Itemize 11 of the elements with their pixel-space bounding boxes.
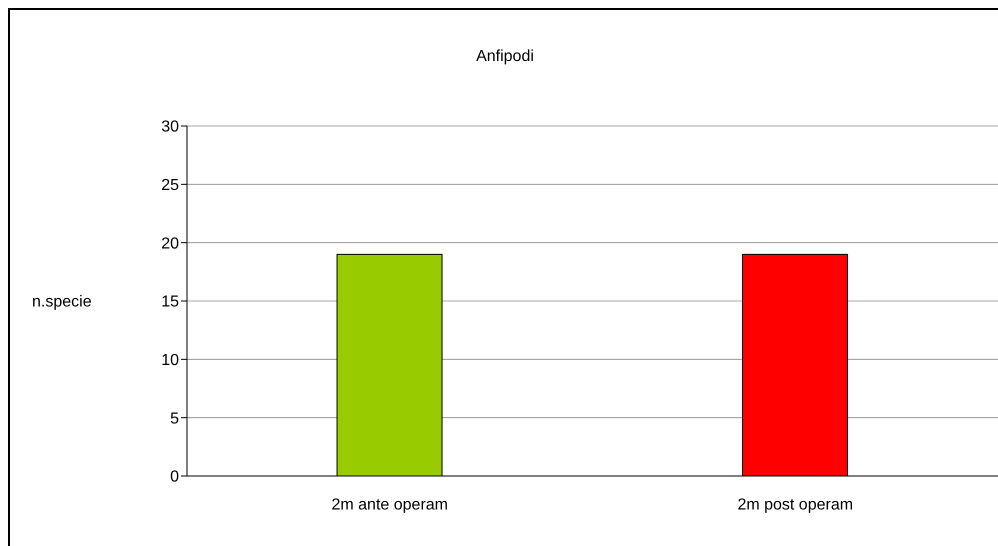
y-tick-label: 20 (161, 235, 180, 252)
y-tick-label: 10 (161, 352, 180, 370)
x-tick-label: 2m ante operam (331, 496, 448, 514)
y-axis-title: n.specie (32, 294, 92, 311)
chart-title: Anfipodi (475, 48, 535, 66)
y-tick-label: 0 (170, 468, 180, 486)
y-tick-label: 5 (170, 410, 180, 428)
x-tick-label: 2m post operam (737, 496, 854, 514)
y-tick-label: 25 (161, 177, 180, 194)
y-tick-label: 30 (161, 118, 180, 136)
y-tick-label: 15 (161, 294, 180, 311)
